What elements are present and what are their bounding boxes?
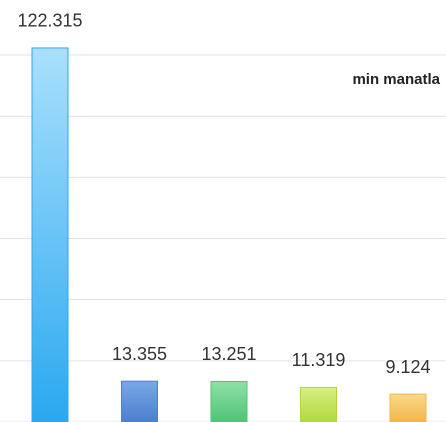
bar bbox=[300, 386, 337, 422]
data-label: 13.251 bbox=[201, 344, 256, 364]
data-label: 11.319 bbox=[292, 350, 346, 370]
annotation: min manatla bbox=[352, 71, 440, 88]
bar bbox=[121, 380, 158, 422]
data-label: 9.124 bbox=[385, 357, 430, 377]
bar bbox=[31, 47, 69, 422]
bar bbox=[210, 380, 248, 422]
data-label: 13.355 bbox=[112, 344, 167, 364]
bar bbox=[389, 393, 427, 422]
data-label: 122.315 bbox=[17, 11, 82, 31]
